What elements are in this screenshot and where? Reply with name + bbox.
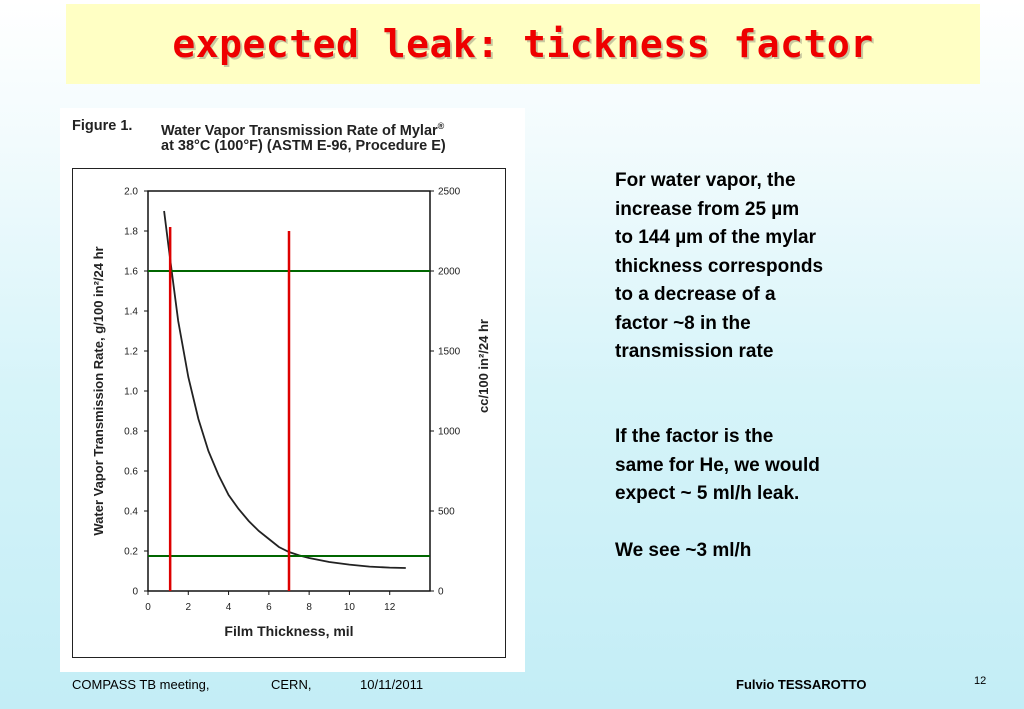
- p2-line: If the factor is the: [615, 426, 774, 447]
- x-tick-label: 10: [344, 602, 356, 613]
- caption-line-2: at 38°C (100°F) (ASTM E-96, Procedure E): [161, 138, 446, 154]
- p1-line: thickness corresponds: [615, 255, 824, 277]
- data-curve: [163, 210, 406, 569]
- figure-panel: Figure 1. Water Vapor Transmission Rate …: [60, 108, 525, 672]
- p2-line: same for He, we would: [615, 454, 820, 476]
- x-tick-label: 4: [226, 602, 232, 613]
- y-tick-label: 1.0: [124, 387, 138, 398]
- y-tick-label: 0.2: [124, 547, 138, 558]
- transmission-rate-chart: 0 2 4 6 8 10 12 0 0.2 0.4 0.6 0.8 1.0 1.2 1.4 1.6 1.8 2.0…: [91, 187, 491, 640]
- paragraph-helium-expectation: If the factor is the same for He, we wou…: [615, 423, 895, 509]
- y-right-tick-label: 2500: [438, 187, 461, 198]
- figure-number: Figure 1.: [72, 118, 133, 134]
- chart-frame: 0 2 4 6 8 10 12 0 0.2 0.4 0.6 0.8 1.0 1.2 1.4 1.6 1.8 2.0…: [72, 168, 506, 658]
- x-tick-label: 0: [145, 602, 151, 613]
- footer-date: 10/11/2011: [360, 677, 424, 692]
- paragraph-water-vapor: For water vapor, the increase from 25 µm…: [615, 167, 895, 367]
- footer-meeting: COMPASS TB meeting,: [72, 677, 210, 692]
- caption-line-1: Water Vapor Transmission Rate of Mylar®: [161, 116, 444, 141]
- y-tick-label: 1.2: [124, 347, 138, 358]
- y-right-axis-label: cc/100 in²/24 hr: [476, 319, 491, 413]
- y-tick-label: 1.6: [124, 267, 138, 278]
- y-tick-label: 1.4: [124, 307, 138, 318]
- y-right-tick-label: 1000: [438, 427, 461, 438]
- paragraph-observation: We see ~3 ml/h: [615, 540, 752, 561]
- x-axis-label: Film Thickness, mil: [224, 623, 353, 639]
- y-tick-label: 1.8: [124, 227, 138, 238]
- p1-line: transmission rate: [615, 341, 774, 362]
- y-tick-label: 0.8: [124, 427, 138, 438]
- x-tick-label: 8: [306, 602, 312, 613]
- y-tick-label: 2.0: [124, 187, 138, 198]
- y-tick-label: 0.6: [124, 467, 138, 478]
- x-tick-label: 2: [186, 602, 192, 613]
- footer-location: CERN,: [271, 677, 312, 692]
- p1-line: increase from 25 µm: [615, 198, 800, 220]
- caption-line-1-text: Water Vapor Transmission Rate of Mylar: [161, 122, 438, 139]
- p1-line: to 144 µm of the mylar: [615, 227, 817, 248]
- footer-author: Fulvio TESSAROTTO: [736, 677, 867, 692]
- y-right-tick-label: 500: [438, 507, 455, 518]
- p1-line: factor ~8 in the: [615, 312, 751, 334]
- y-axis-label: Water Vapor Transmission Rate, g/100 in²…: [91, 246, 106, 535]
- p1-line: For water vapor, the: [615, 170, 796, 191]
- y-right-tick-label: 0: [438, 587, 444, 598]
- x-tick-label: 12: [384, 602, 396, 613]
- p1-line: to a decrease of a: [615, 284, 776, 305]
- registered-mark: ®: [437, 121, 445, 131]
- p2-line: expect ~ 5 ml/h leak.: [615, 483, 800, 504]
- y-right-tick-label: 2000: [438, 267, 461, 278]
- page-number: 12: [974, 675, 987, 687]
- x-tick-label: 6: [266, 602, 272, 613]
- slide-title: expected leak: tickness factor: [172, 22, 874, 66]
- y-right-tick-label: 1500: [438, 347, 461, 358]
- y-tick-label: 0: [132, 587, 138, 598]
- title-bar: expected leak: tickness factor: [66, 4, 980, 84]
- y-tick-label: 0.4: [124, 507, 138, 518]
